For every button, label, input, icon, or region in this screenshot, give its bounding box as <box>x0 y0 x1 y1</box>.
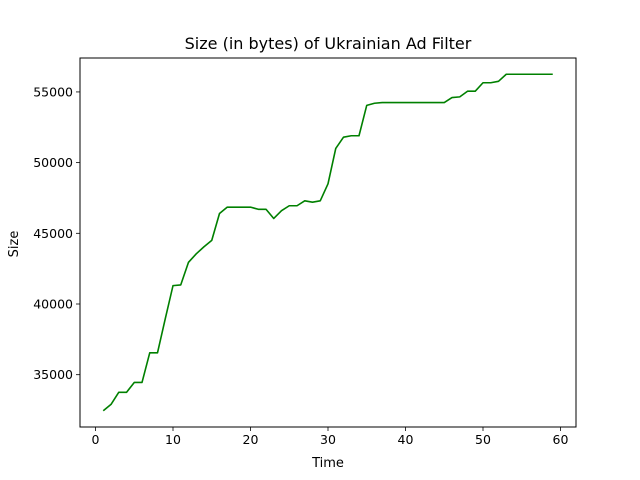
x-tick-label: 60 <box>553 432 569 447</box>
x-tick-label: 40 <box>398 432 414 447</box>
series-line-0 <box>102 73 553 412</box>
y-tick-label: 50000 <box>33 155 73 170</box>
y-axis-label: Size <box>7 231 22 258</box>
x-tick-label: 50 <box>475 432 491 447</box>
y-tick-label: 55000 <box>33 84 73 99</box>
y-tick-label: 45000 <box>33 226 73 241</box>
x-tick-label: 10 <box>165 432 181 447</box>
y-tick-label: 35000 <box>33 367 73 382</box>
x-axis-label: Time <box>311 456 344 471</box>
y-tick-label: 40000 <box>33 297 73 312</box>
plot-frame <box>79 57 577 428</box>
x-tick-label: 30 <box>320 432 336 447</box>
x-tick-label: 20 <box>243 432 259 447</box>
x-tick-label: 0 <box>92 432 100 447</box>
chart-title: Size (in bytes) of Ukrainian Ad Filter <box>185 34 472 53</box>
